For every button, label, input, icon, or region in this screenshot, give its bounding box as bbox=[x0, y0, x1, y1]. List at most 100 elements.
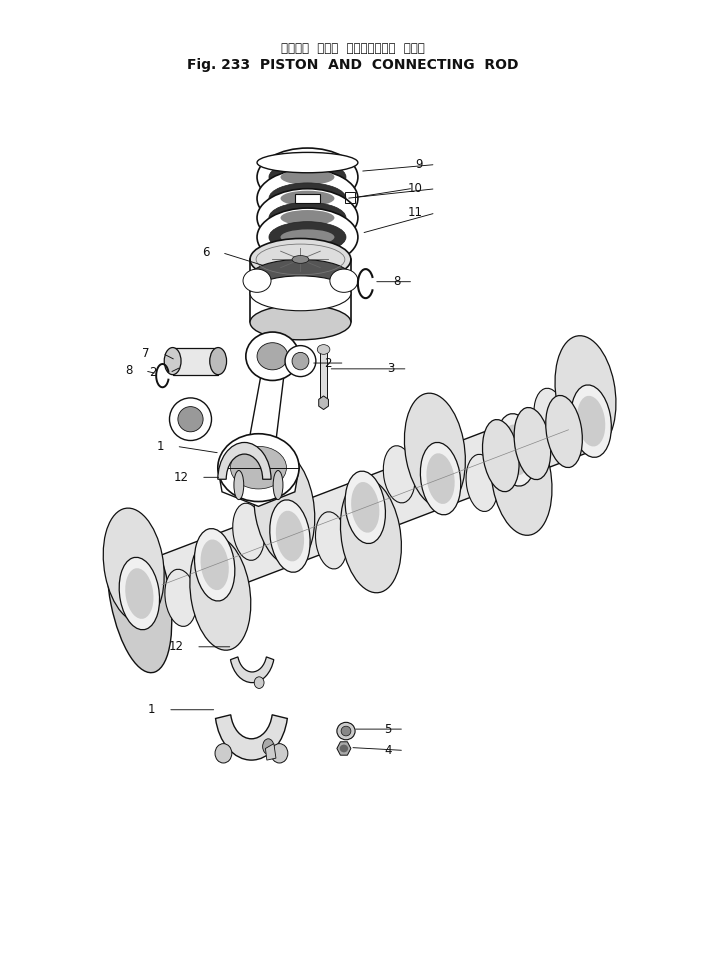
Ellipse shape bbox=[292, 255, 309, 263]
Text: 10: 10 bbox=[408, 182, 423, 195]
Ellipse shape bbox=[280, 230, 335, 244]
Ellipse shape bbox=[496, 414, 536, 486]
Ellipse shape bbox=[420, 442, 461, 515]
Polygon shape bbox=[265, 743, 276, 760]
Ellipse shape bbox=[215, 743, 232, 763]
Polygon shape bbox=[133, 393, 597, 621]
Ellipse shape bbox=[194, 529, 235, 601]
Ellipse shape bbox=[254, 451, 315, 565]
Ellipse shape bbox=[257, 343, 288, 370]
Wedge shape bbox=[230, 656, 274, 683]
Ellipse shape bbox=[190, 536, 251, 651]
Text: 3: 3 bbox=[388, 362, 395, 375]
Text: 1: 1 bbox=[148, 703, 155, 716]
Ellipse shape bbox=[257, 208, 358, 266]
Ellipse shape bbox=[169, 398, 212, 440]
Ellipse shape bbox=[269, 162, 346, 193]
Ellipse shape bbox=[502, 425, 530, 475]
Ellipse shape bbox=[285, 346, 316, 377]
Ellipse shape bbox=[271, 743, 288, 763]
Ellipse shape bbox=[270, 500, 310, 573]
Ellipse shape bbox=[340, 744, 348, 752]
Ellipse shape bbox=[341, 727, 351, 736]
Text: 2: 2 bbox=[325, 356, 332, 369]
Ellipse shape bbox=[466, 454, 498, 511]
Ellipse shape bbox=[230, 446, 287, 489]
Text: 4: 4 bbox=[384, 744, 392, 757]
Ellipse shape bbox=[405, 393, 465, 507]
Ellipse shape bbox=[250, 276, 351, 311]
Ellipse shape bbox=[103, 508, 164, 622]
Text: 6: 6 bbox=[202, 246, 210, 259]
Text: 12: 12 bbox=[169, 640, 184, 654]
Ellipse shape bbox=[482, 420, 519, 492]
Ellipse shape bbox=[534, 389, 566, 445]
Ellipse shape bbox=[243, 269, 271, 292]
Ellipse shape bbox=[257, 169, 358, 228]
Polygon shape bbox=[318, 396, 328, 409]
Ellipse shape bbox=[555, 336, 616, 450]
Ellipse shape bbox=[257, 152, 358, 172]
Wedge shape bbox=[215, 715, 287, 760]
Ellipse shape bbox=[257, 148, 358, 206]
Polygon shape bbox=[337, 742, 351, 755]
Ellipse shape bbox=[280, 169, 335, 185]
Ellipse shape bbox=[280, 210, 335, 226]
Ellipse shape bbox=[210, 348, 227, 375]
Ellipse shape bbox=[491, 421, 552, 536]
Text: 8: 8 bbox=[125, 364, 132, 377]
Ellipse shape bbox=[234, 470, 244, 500]
Ellipse shape bbox=[246, 332, 299, 381]
Ellipse shape bbox=[164, 348, 181, 375]
Ellipse shape bbox=[426, 453, 455, 504]
Polygon shape bbox=[250, 259, 351, 322]
Ellipse shape bbox=[269, 203, 346, 233]
Ellipse shape bbox=[276, 510, 304, 561]
Text: 2: 2 bbox=[150, 366, 157, 379]
Ellipse shape bbox=[280, 191, 335, 206]
Ellipse shape bbox=[316, 511, 347, 569]
Ellipse shape bbox=[125, 568, 153, 618]
Text: 9: 9 bbox=[416, 158, 423, 171]
Ellipse shape bbox=[250, 305, 351, 340]
Ellipse shape bbox=[340, 478, 402, 593]
Text: 1: 1 bbox=[157, 440, 164, 453]
Ellipse shape bbox=[107, 514, 172, 673]
Ellipse shape bbox=[546, 395, 582, 468]
Text: 12: 12 bbox=[174, 470, 189, 484]
Ellipse shape bbox=[292, 353, 309, 370]
Polygon shape bbox=[173, 348, 218, 375]
Text: 5: 5 bbox=[384, 723, 392, 735]
Ellipse shape bbox=[571, 385, 611, 458]
Ellipse shape bbox=[250, 259, 351, 294]
Bar bbox=[295, 194, 320, 203]
Ellipse shape bbox=[263, 739, 274, 754]
Ellipse shape bbox=[345, 471, 385, 543]
Ellipse shape bbox=[337, 723, 355, 740]
Ellipse shape bbox=[269, 222, 346, 252]
Ellipse shape bbox=[257, 189, 358, 246]
Ellipse shape bbox=[250, 239, 351, 281]
Text: 7: 7 bbox=[143, 347, 150, 359]
Ellipse shape bbox=[351, 482, 379, 533]
Ellipse shape bbox=[269, 183, 346, 214]
Ellipse shape bbox=[218, 433, 299, 502]
Ellipse shape bbox=[254, 677, 264, 689]
Bar bbox=[320, 350, 327, 402]
Text: ピストン  および  コネクティング  ロッド: ピストン および コネクティング ロッド bbox=[281, 42, 425, 55]
Polygon shape bbox=[246, 374, 284, 458]
Ellipse shape bbox=[201, 540, 229, 590]
Ellipse shape bbox=[273, 470, 283, 500]
Ellipse shape bbox=[514, 407, 551, 479]
Ellipse shape bbox=[233, 504, 265, 560]
Ellipse shape bbox=[119, 557, 160, 630]
Wedge shape bbox=[218, 442, 271, 479]
Text: 11: 11 bbox=[408, 206, 423, 219]
Polygon shape bbox=[218, 468, 299, 506]
Text: Fig. 233  PISTON  AND  CONNECTING  ROD: Fig. 233 PISTON AND CONNECTING ROD bbox=[187, 57, 519, 72]
Text: 8: 8 bbox=[393, 276, 400, 288]
Bar bbox=[345, 192, 355, 204]
Ellipse shape bbox=[178, 406, 203, 431]
Ellipse shape bbox=[317, 345, 330, 355]
Ellipse shape bbox=[577, 395, 605, 446]
